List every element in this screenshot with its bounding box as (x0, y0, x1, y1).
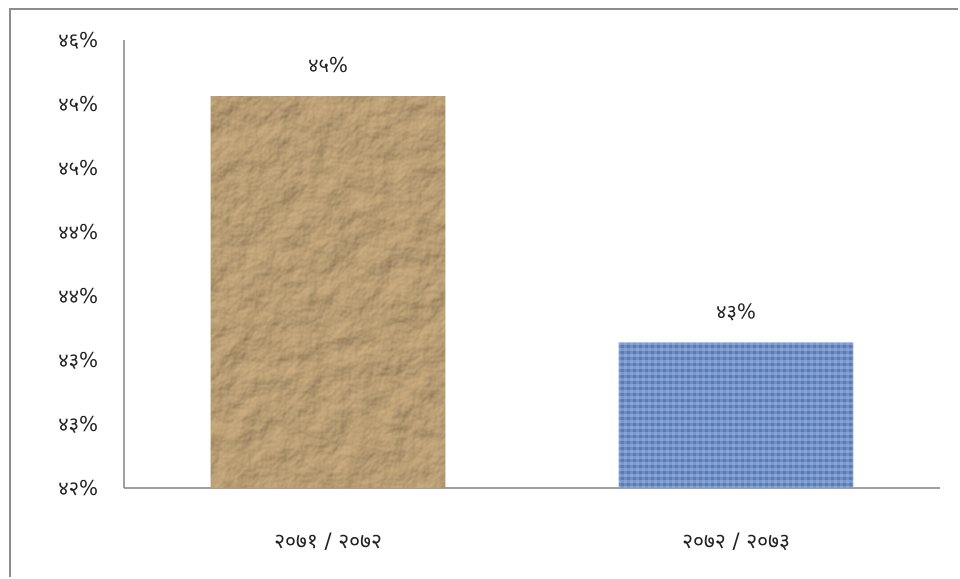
y-tick-label: ४६% (58, 28, 98, 52)
y-tick-label: ४२% (58, 476, 98, 500)
bar-fill (618, 342, 854, 488)
y-tick-label: ४४% (58, 284, 98, 308)
data-label: ४५% (308, 53, 348, 77)
chart-frame (9, 8, 958, 577)
x-tick-label: २०७१ / २०७२ (274, 529, 382, 553)
x-tick-label: २०७२ / २०७३ (682, 529, 790, 553)
bar-1 (210, 96, 446, 488)
bar-2 (618, 342, 854, 488)
y-tick-label: ४५% (58, 156, 98, 180)
y-tick-label: ४३% (58, 412, 98, 436)
bar-texture (210, 96, 446, 488)
y-tick-label: ४४% (58, 220, 98, 244)
y-tick-label: ४५% (58, 92, 98, 116)
bars (210, 96, 854, 488)
data-label: ४३% (716, 299, 756, 323)
x-tick-labels: २०७१ / २०७२ २०७२ / २०७३ (274, 529, 790, 553)
y-tick-labels: ४२% ४३% ४३% ४४% ४४% ४५% ४५% ४६% (58, 28, 98, 500)
data-labels: ४५% ४३% (308, 53, 756, 323)
y-tick-label: ४३% (58, 348, 98, 372)
